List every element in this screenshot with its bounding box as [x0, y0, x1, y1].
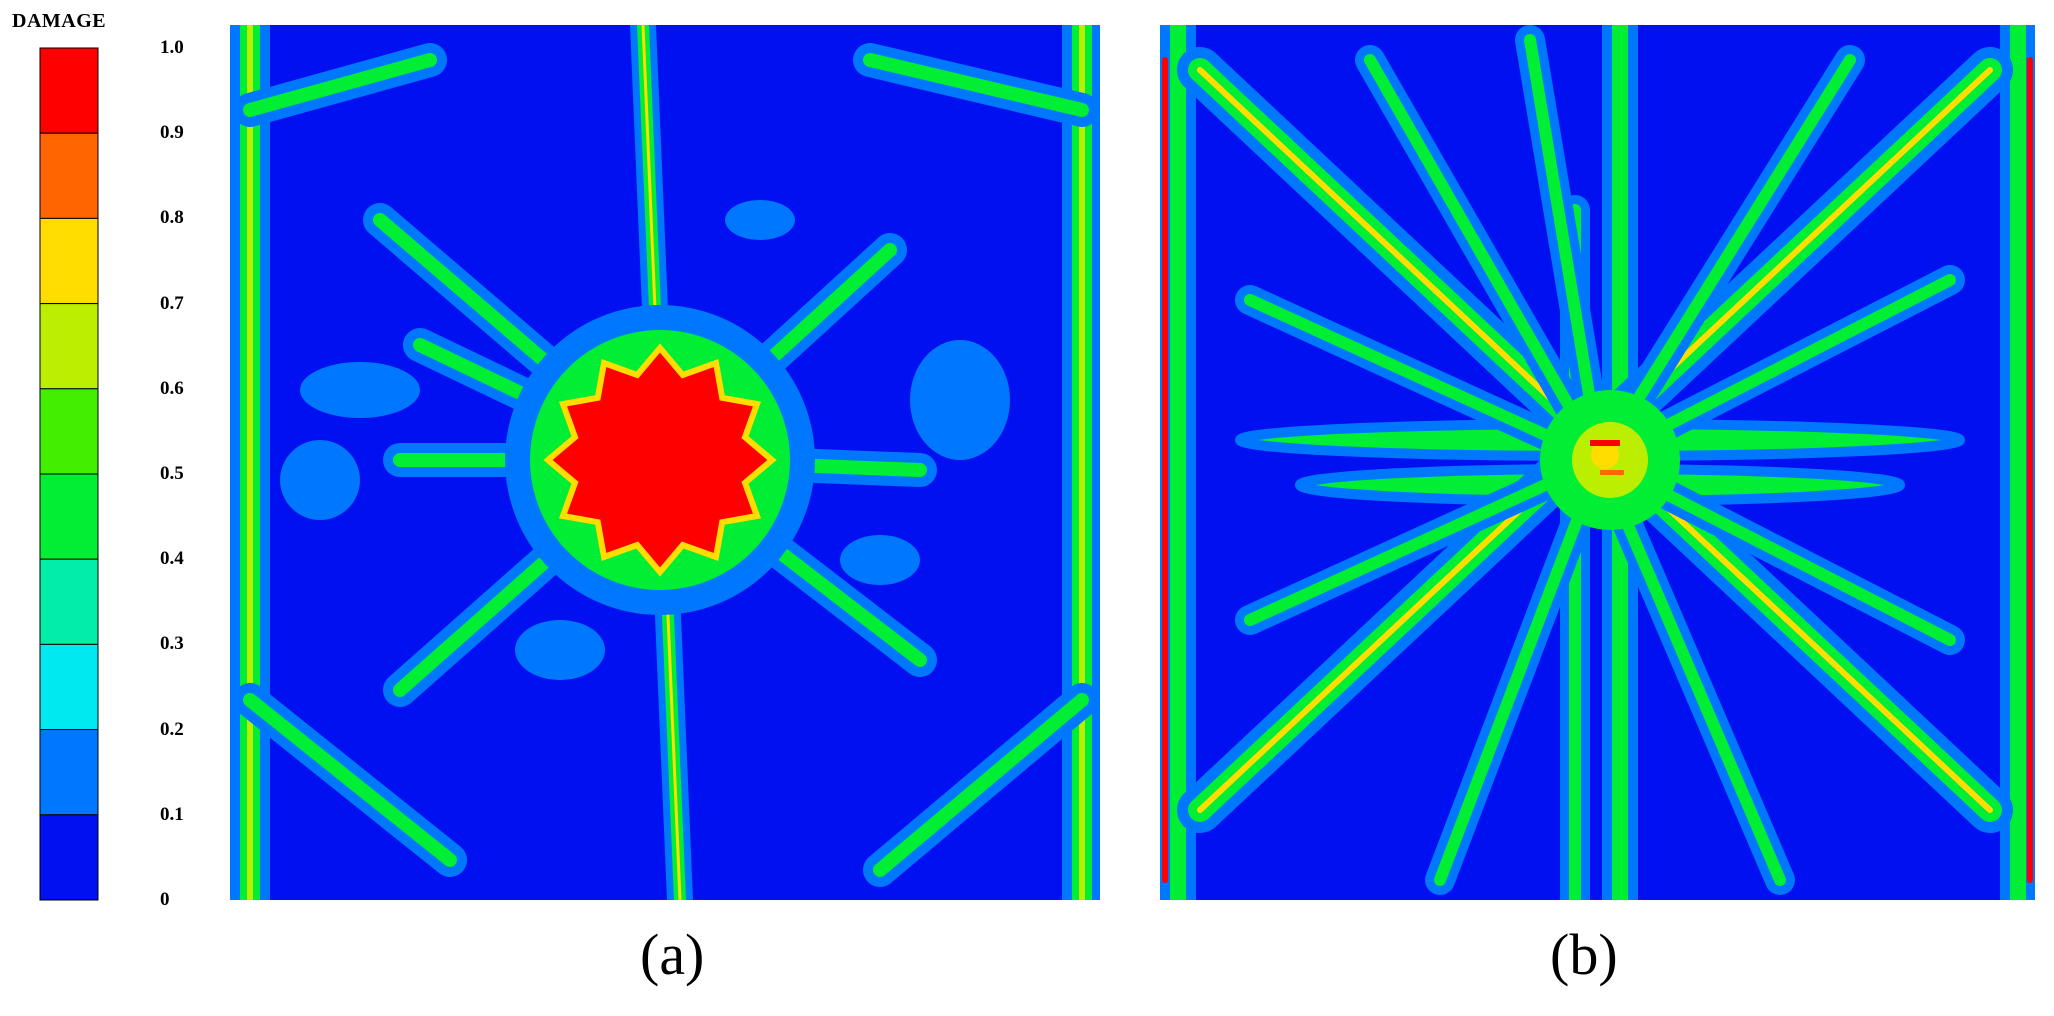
legend-tick-label: 0.1 — [160, 803, 184, 825]
damage-map-b — [1160, 25, 2035, 900]
legend-swatch — [39, 814, 99, 901]
legend-tick-label: 0.6 — [160, 377, 184, 399]
damage-map-a — [230, 25, 1100, 900]
legend-tick-label: 0.5 — [160, 463, 184, 484]
legend-tick-label: 0 — [160, 889, 170, 910]
legend-tick-label: 0.9 — [160, 122, 184, 144]
legend-swatch — [39, 388, 99, 475]
legend-tick-label: 0.8 — [160, 207, 184, 229]
legend-swatch — [39, 558, 99, 645]
legend-swatch — [39, 473, 99, 560]
legend-tick-label: 0.3 — [160, 633, 184, 655]
central-red-core — [543, 343, 777, 577]
legend-swatch — [39, 303, 99, 390]
left-boundary-band-b — [1160, 25, 1196, 900]
legend-tick-label: 0.2 — [160, 718, 184, 740]
legend-swatch — [39, 47, 99, 134]
legend-swatch — [39, 132, 99, 219]
legend-tick-label: 0.4 — [160, 548, 184, 570]
central-damage-zone — [505, 305, 815, 615]
legend-swatch — [39, 643, 99, 731]
legend-swatch — [39, 729, 99, 816]
legend-tick-label: 0.7 — [160, 292, 184, 314]
scattered-damage — [280, 200, 1010, 680]
panel-b-caption: (b) — [1550, 922, 1618, 987]
right-boundary-band-b — [2000, 25, 2035, 900]
legend-colorbar — [39, 47, 99, 901]
legend-title: DAMAGE — [12, 10, 107, 32]
central-damage-cluster — [1540, 390, 1680, 530]
panel-a-caption: (a) — [640, 922, 705, 987]
legend-tick-label: 1.0 — [160, 37, 184, 58]
legend-swatch — [39, 217, 99, 305]
